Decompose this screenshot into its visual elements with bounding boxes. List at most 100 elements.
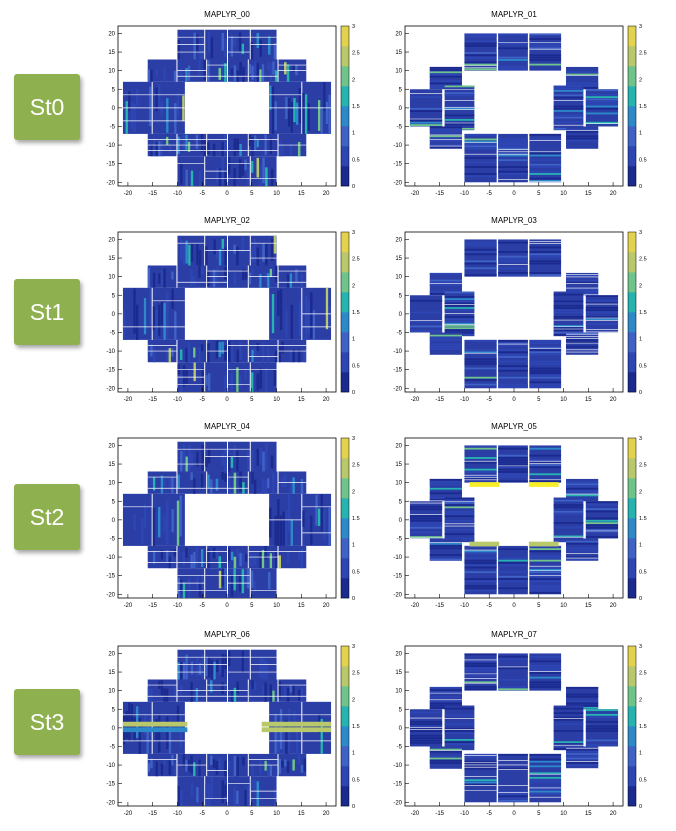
heatmap-row: [464, 360, 497, 363]
heatmap-row: [553, 712, 584, 714]
heatmap-row: [529, 362, 562, 365]
colorbar-segment: [341, 264, 349, 269]
heatmap-row: [444, 300, 475, 303]
heatmap-strip: [274, 101, 277, 131]
heatmap-row: [429, 695, 462, 698]
heatmap-strip: [251, 349, 254, 363]
colorbar-tick-label: 2: [639, 697, 642, 703]
x-tick-label: -10: [173, 191, 182, 197]
heatmap-row: [529, 381, 562, 384]
heatmap-strip: [185, 68, 188, 82]
heatmap-strip: [168, 477, 171, 490]
x-tick-label: 10: [273, 191, 280, 197]
heatmap-row: [464, 143, 497, 145]
heatmap-strip: [182, 134, 185, 150]
heatmap-strip: [278, 758, 282, 774]
heatmap-strip: [265, 243, 268, 266]
y-tick-label: 20: [108, 443, 115, 449]
heatmap-strip: [264, 760, 267, 771]
heatmap-strip: [128, 702, 131, 741]
heatmap-strip: [253, 238, 257, 263]
heatmap-strip: [158, 141, 161, 157]
heatmap-strip: [264, 272, 267, 283]
x-tick-label: 20: [323, 191, 330, 197]
heatmap-row: [566, 345, 599, 348]
colorbar-segment: [341, 280, 349, 285]
colorbar-segment: [628, 150, 636, 155]
x-tick-label: -15: [148, 603, 157, 609]
heatmap-row: [464, 589, 497, 592]
colorbar-segment: [628, 706, 636, 711]
y-tick-label: 5: [112, 499, 116, 505]
heatmap-row: [464, 349, 497, 351]
colorbar-segment: [341, 364, 349, 369]
heatmap-strip: [292, 477, 295, 494]
heatmap-strip: [155, 68, 158, 76]
colorbar-segment: [628, 590, 636, 595]
colorbar-segment: [628, 770, 636, 775]
heatmap-strip: [188, 445, 191, 472]
colorbar-segment: [341, 252, 349, 257]
heatmap-row: [529, 790, 562, 793]
y-tick-label: -5: [397, 536, 403, 542]
heatmap-strip: [298, 300, 302, 336]
heatmap-strip: [267, 478, 270, 489]
heatmap-strip: [207, 31, 211, 52]
colorbar-segment: [341, 154, 349, 159]
colorbar-segment: [341, 758, 349, 763]
y-tick-label: -20: [106, 180, 115, 186]
heatmap-cells: [409, 653, 619, 803]
colorbar-segment: [628, 778, 636, 783]
colorbar-segment: [341, 510, 349, 515]
heatmap-panel-3: MAPLYR_03-20 -15 -10 -5 0 5 10 15 20-20-15-10-50…: [393, 216, 646, 403]
chart-title: MAPLYR_01: [491, 10, 537, 19]
heatmap-row: [464, 756, 497, 759]
x-tick-label: 5: [250, 811, 254, 817]
heatmap-strip: [168, 556, 171, 569]
heatmap-strip: [207, 343, 210, 363]
heatmap-row: [429, 128, 462, 131]
colorbar-tick-label: 2.5: [639, 671, 647, 677]
heatmap-row: [498, 140, 528, 143]
colorbar-segment: [341, 50, 349, 55]
heatmap-strip: [200, 266, 204, 275]
heatmap-strip: [190, 755, 193, 774]
heatmap-strip: [185, 547, 188, 558]
heatmap-row: [585, 121, 619, 124]
x-tick-label: 15: [585, 397, 592, 403]
colorbar-segment: [341, 738, 349, 743]
heatmap-strip: [261, 549, 265, 569]
colorbar-segment: [628, 530, 636, 535]
heatmap-strip: [128, 91, 131, 111]
heatmap-row: [529, 367, 562, 370]
heatmap-strip: [198, 581, 202, 598]
colorbar-segment: [628, 562, 636, 567]
heatmap-strip: [320, 718, 323, 754]
y-tick-label: -10: [106, 349, 115, 355]
colorbar-segment: [628, 754, 636, 759]
colorbar-segment: [628, 340, 636, 345]
y-tick-label: 5: [399, 293, 403, 299]
heatmap-row: [585, 510, 619, 513]
colorbar-segment: [341, 734, 349, 739]
heatmap-strip: [286, 273, 290, 288]
heatmap-strip: [279, 515, 283, 546]
heatmap-row: [566, 281, 599, 284]
heatmap-row: [529, 45, 562, 47]
heatmap-row: [409, 734, 443, 737]
heatmap-row: [529, 374, 562, 377]
heatmap-strip: [272, 472, 275, 494]
heatmap-row: [464, 468, 497, 471]
colorbar-segment: [628, 288, 636, 293]
heatmap-strip: [317, 100, 321, 131]
heatmap-cells: [409, 33, 619, 183]
colorbar-tick-label: 2: [639, 77, 642, 83]
colorbar-segment: [341, 790, 349, 795]
heatmap-strip: [160, 138, 164, 157]
heatmap-row: [498, 170, 528, 173]
heatmap-row: [429, 135, 462, 138]
heatmap-row: [464, 447, 497, 450]
heatmap-row: [429, 750, 462, 753]
heatmap-row: [529, 255, 562, 258]
heatmap-row: [498, 152, 528, 155]
